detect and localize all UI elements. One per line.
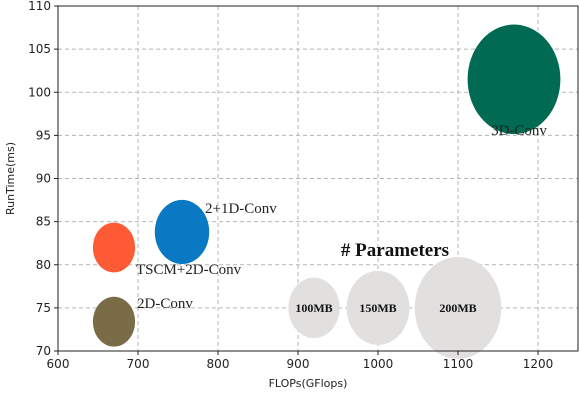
- size-legend-title: # Parameters: [341, 240, 449, 261]
- y-tick-label: 85: [36, 215, 51, 229]
- x-tick-label: 700: [127, 357, 150, 371]
- y-tick-label: 100: [28, 85, 51, 99]
- y-axis-label: RunTime(ms): [4, 142, 17, 215]
- bubble-label: TSCM+2D-Conv: [136, 262, 242, 278]
- y-tick-label: 70: [36, 344, 51, 358]
- data-bubble: [92, 222, 136, 273]
- data-bubble: [154, 199, 210, 265]
- x-tick-label: 1100: [443, 357, 474, 371]
- y-tick-label: 90: [36, 172, 51, 186]
- size-legend-label: 100MB: [295, 301, 332, 315]
- x-tick-label: 900: [287, 357, 310, 371]
- size-legend-label: 150MB: [359, 301, 396, 315]
- bubble-label: 2D-Conv: [137, 296, 193, 312]
- bubble-label: 3D-Conv: [491, 123, 547, 139]
- size-legend-bubble: [414, 256, 502, 359]
- size-legend-bubble: [288, 277, 340, 339]
- y-tick-label: 75: [36, 301, 51, 315]
- x-tick-label: 1200: [523, 357, 554, 371]
- y-tick-label: 110: [28, 0, 51, 13]
- x-tick-label: 800: [207, 357, 230, 371]
- data-bubble: [467, 24, 561, 135]
- bubble-label: 2+1D-Conv: [205, 201, 277, 217]
- y-tick-label: 105: [28, 42, 51, 56]
- x-tick-label: 1000: [363, 357, 394, 371]
- size-legend-label: 200MB: [439, 301, 476, 315]
- x-axis-label: FLOPs(GFlops): [269, 377, 348, 390]
- y-tick-label: 95: [36, 128, 51, 142]
- x-tick-label: 600: [47, 357, 70, 371]
- y-tick-label: 80: [36, 258, 51, 272]
- data-bubble: [92, 296, 136, 347]
- size-legend-bubble: [346, 270, 410, 345]
